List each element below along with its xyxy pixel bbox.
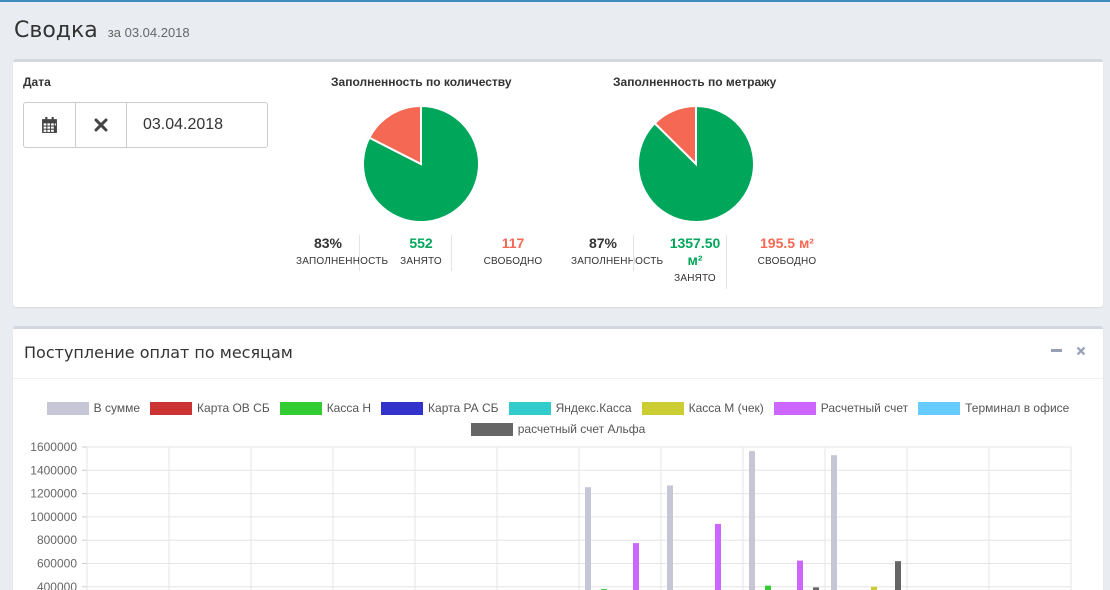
close-icon bbox=[1076, 346, 1086, 356]
count-free-label: СВОБОДНО bbox=[483, 256, 543, 267]
bar[interactable] bbox=[895, 561, 901, 590]
legend-label: Касса М (чек) bbox=[688, 401, 764, 415]
occupancy-count-title: Заполненность по количеству bbox=[331, 75, 512, 89]
legend-label: Расчетный счет bbox=[820, 401, 909, 415]
calendar-icon bbox=[42, 116, 57, 133]
legend-swatch bbox=[46, 401, 89, 415]
count-occupied-value: 552 bbox=[409, 235, 433, 251]
close-icon bbox=[94, 118, 108, 132]
y-tick-label: 800000 bbox=[37, 533, 77, 547]
payments-bar-chart: 1600000 1400000 1200000 1000000 800000 600000… bbox=[30, 440, 1072, 590]
summary-box: Дата 03.04.2018 Заполненность по количес… bbox=[13, 59, 1103, 307]
bar[interactable] bbox=[813, 587, 819, 590]
area-occupied-value: 1357.50 bbox=[669, 235, 721, 251]
area-fill-value: 87% bbox=[588, 235, 618, 251]
count-free-slice bbox=[367, 105, 422, 166]
legend-item[interactable]: Карта РА СБ bbox=[381, 401, 499, 415]
legend-item[interactable]: Терминал в офисе bbox=[918, 401, 1069, 415]
legend-swatch bbox=[641, 401, 684, 415]
divider bbox=[726, 235, 727, 289]
date-input[interactable]: 03.04.2018 bbox=[143, 116, 224, 133]
legend-item[interactable]: Яндекс.Касса bbox=[508, 401, 632, 415]
occupancy-area-pie bbox=[637, 105, 755, 223]
page-header: Сводка за 03.04.2018 bbox=[14, 18, 190, 43]
payments-title: Поступление оплат по месяцам bbox=[24, 343, 293, 362]
remove-button[interactable] bbox=[1076, 343, 1086, 359]
date-label: Дата bbox=[23, 75, 51, 89]
count-occupied-label: ЗАНЯТО bbox=[400, 256, 442, 267]
area-free-slice bbox=[653, 105, 697, 167]
area-occupied-stat: 1357.50 м² ЗАНЯТО bbox=[661, 235, 729, 284]
legend-swatch bbox=[508, 401, 551, 415]
bar[interactable] bbox=[871, 586, 877, 590]
legend-swatch bbox=[918, 401, 961, 415]
area-fill-label: ЗАПОЛНЕННОСТЬ bbox=[571, 256, 664, 267]
y-tick-label: 400000 bbox=[37, 580, 77, 590]
area-occupied-unit: м² bbox=[687, 252, 703, 268]
y-tick-label: 1200000 bbox=[30, 487, 77, 501]
y-tick-label: 1400000 bbox=[30, 463, 77, 477]
bar[interactable] bbox=[765, 585, 771, 590]
legend-label: Касса Н bbox=[326, 401, 372, 415]
legend-item[interactable]: Касса М (чек) bbox=[641, 401, 764, 415]
divider bbox=[633, 235, 634, 271]
minus-icon bbox=[1051, 349, 1062, 352]
y-tick-label: 1600000 bbox=[30, 440, 77, 454]
legend-swatch bbox=[279, 401, 322, 415]
occupancy-count-pie bbox=[362, 105, 480, 223]
legend-item[interactable]: Расчетный счет bbox=[773, 401, 909, 415]
y-tick-label: 600000 bbox=[37, 557, 77, 571]
area-occupied-label: ЗАНЯТО bbox=[674, 273, 716, 284]
legend-swatch bbox=[150, 401, 193, 415]
legend-label: расчетный счет Альфа bbox=[517, 422, 646, 436]
bar[interactable] bbox=[633, 543, 639, 590]
chart-legend: В сумме Карта ОВ СБ Касса Н Карта РА СБ Янде… bbox=[13, 401, 1103, 443]
bar[interactable] bbox=[585, 487, 591, 590]
bar[interactable] bbox=[667, 485, 673, 590]
area-fill-stat: 87% ЗАПОЛНЕННОСТЬ bbox=[571, 235, 664, 267]
area-free-label: СВОБОДНО bbox=[757, 256, 817, 267]
legend-label: Карта ОВ СБ bbox=[197, 401, 270, 415]
bar[interactable] bbox=[749, 451, 755, 590]
area-free-value: 195.5 м² bbox=[760, 235, 814, 251]
divider bbox=[451, 235, 452, 271]
count-free-stat: 117 СВОБОДНО bbox=[477, 235, 549, 267]
legend-label: Яндекс.Касса bbox=[555, 401, 632, 415]
legend-item[interactable]: расчетный счет Альфа bbox=[470, 422, 646, 436]
occupancy-area-title: Заполненность по метражу bbox=[613, 75, 777, 89]
count-fill-stat: 83% ЗАПОЛНЕННОСТЬ bbox=[296, 235, 389, 267]
clear-date-button[interactable] bbox=[76, 103, 127, 147]
legend-swatch bbox=[381, 401, 424, 415]
y-tick-label: 1000000 bbox=[30, 510, 77, 524]
area-free-stat: 195.5 м² СВОБОДНО bbox=[752, 235, 822, 267]
page-title: Сводка bbox=[14, 18, 98, 43]
bar[interactable] bbox=[831, 455, 837, 590]
legend-label: В сумме bbox=[93, 401, 141, 415]
legend-row: В сумме Карта ОВ СБ Касса Н Карта РА СБ Янде… bbox=[13, 401, 1103, 415]
collapse-button[interactable] bbox=[1051, 343, 1062, 359]
count-fill-value: 83% bbox=[313, 235, 343, 251]
count-occupied-stat: 552 ЗАНЯТО bbox=[389, 235, 453, 267]
divider bbox=[359, 235, 360, 271]
date-picker: 03.04.2018 bbox=[23, 102, 268, 148]
legend-item[interactable]: В сумме bbox=[46, 401, 141, 415]
count-free-value: 117 bbox=[501, 235, 525, 251]
legend-label: Карта РА СБ bbox=[428, 401, 499, 415]
legend-swatch bbox=[773, 401, 816, 415]
bar[interactable] bbox=[715, 523, 721, 590]
payments-box-header: Поступление оплат по месяцам bbox=[13, 329, 1103, 379]
legend-item[interactable]: Касса Н bbox=[279, 401, 372, 415]
bar[interactable] bbox=[797, 560, 803, 590]
legend-row: расчетный счет Альфа bbox=[13, 422, 1103, 436]
legend-item[interactable]: Карта ОВ СБ bbox=[150, 401, 270, 415]
payments-box: Поступление оплат по месяцам В сумме Карт… bbox=[13, 326, 1103, 590]
calendar-button[interactable] bbox=[24, 103, 76, 147]
count-fill-label: ЗАПОЛНЕННОСТЬ bbox=[296, 256, 389, 267]
legend-label: Терминал в офисе bbox=[965, 401, 1070, 415]
page-subtitle: за 03.04.2018 bbox=[107, 25, 190, 40]
legend-swatch bbox=[470, 422, 513, 436]
